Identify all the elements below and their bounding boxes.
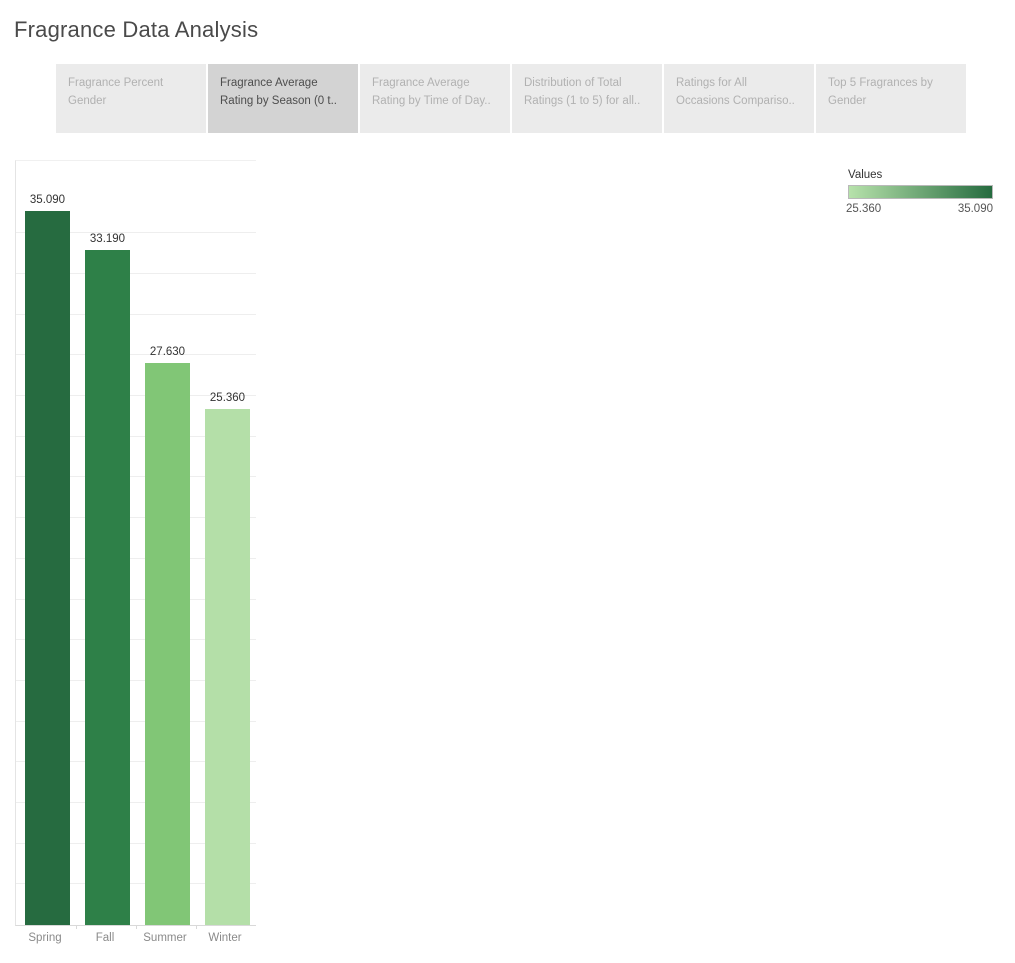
bar-value-label-fall: 33.190	[89, 232, 126, 245]
x-axis-labels: Spring Fall Summer Winter	[15, 932, 256, 948]
tab-fragrance-percent[interactable]: Fragrance Percent Gender	[56, 64, 206, 133]
gridline	[16, 435, 256, 437]
gridline	[16, 557, 256, 559]
tab-fragrance-average[interactable]: Fragrance Average Rating by Season (0 t..	[208, 64, 358, 133]
x-axis-label-spring: Spring	[28, 932, 62, 944]
x-axis-label-winter: Winter	[208, 932, 242, 944]
tab-label-line: Ratings (1 to 5) for all..	[524, 95, 641, 107]
axis-tick	[136, 926, 137, 929]
gridline	[16, 679, 256, 681]
tab-label-line: Rating by Season (0 t..	[220, 95, 337, 107]
gridline	[16, 273, 256, 274]
tab-top-5-fragrances-by[interactable]: Top 5 Fragrances by Gender	[816, 64, 966, 133]
x-axis-label-fall: Fall	[95, 932, 115, 944]
tab-label-line: Fragrance Average	[220, 77, 318, 89]
tab-label-line: Distribution of Total	[524, 77, 622, 89]
bar-winter[interactable]	[205, 409, 250, 925]
bar-value-label-spring: 35.090	[29, 194, 66, 207]
legend-title: Values	[848, 169, 883, 181]
bar-fall[interactable]	[85, 249, 130, 925]
axis-tick	[76, 926, 77, 929]
legend-min-label: 25.360	[846, 203, 882, 215]
bar-value-label-summer: 27.630	[149, 345, 186, 358]
tab-label-line: Fragrance Percent	[68, 77, 164, 89]
tab-label-line: Ratings for All	[676, 77, 747, 89]
legend-gradient-bar[interactable]	[848, 185, 993, 199]
legend-range-labels: 25.360 35.090	[846, 203, 993, 215]
gridline	[16, 720, 256, 722]
sheet-tabbar: Fragrance Percent Gender Fragrance Average…	[56, 64, 968, 133]
gridline	[16, 313, 256, 315]
tab-label-line: Occasions Compariso..	[676, 95, 795, 107]
bar-summer[interactable]	[145, 362, 190, 925]
tab-label-line: Fragrance Average	[372, 77, 470, 89]
gridline	[16, 639, 256, 641]
bar-value-label-winter: 25.360	[209, 392, 246, 404]
gridline	[16, 395, 256, 396]
gridline	[16, 232, 256, 234]
tab-label-line: Gender	[828, 95, 867, 107]
page-title: Fragrance Data Analysis	[14, 17, 259, 42]
gridline	[16, 801, 256, 803]
gridline	[16, 883, 256, 885]
tab-label-line: Gender	[68, 95, 107, 107]
axis-tick	[196, 926, 197, 929]
tab-ratings-for-all[interactable]: Ratings for All Occasions Compariso..	[664, 64, 814, 133]
gridline	[16, 761, 256, 763]
legend-max-label: 35.090	[957, 203, 993, 215]
gridline	[16, 517, 256, 519]
x-axis-label-summer: Summer	[143, 932, 187, 944]
tab-distribution-of-total[interactable]: Distribution of Total Ratings (1 to 5) fo…	[512, 64, 662, 133]
gridline	[16, 842, 256, 844]
color-legend: Values 25.360 35.090	[846, 169, 993, 215]
tab-label-line: Rating by Time of Day..	[372, 95, 491, 107]
tab-fragrance-average[interactable]: Fragrance Average Rating by Time of Day..	[360, 64, 510, 133]
gridline	[16, 598, 256, 600]
bar-spring[interactable]	[25, 211, 70, 925]
bar-chart-plot: 35.090 33.190 27.630 25.360	[15, 160, 256, 929]
gridline	[16, 476, 256, 478]
tab-label-line: Top 5 Fragrances by	[828, 77, 933, 89]
gridline	[16, 354, 256, 356]
